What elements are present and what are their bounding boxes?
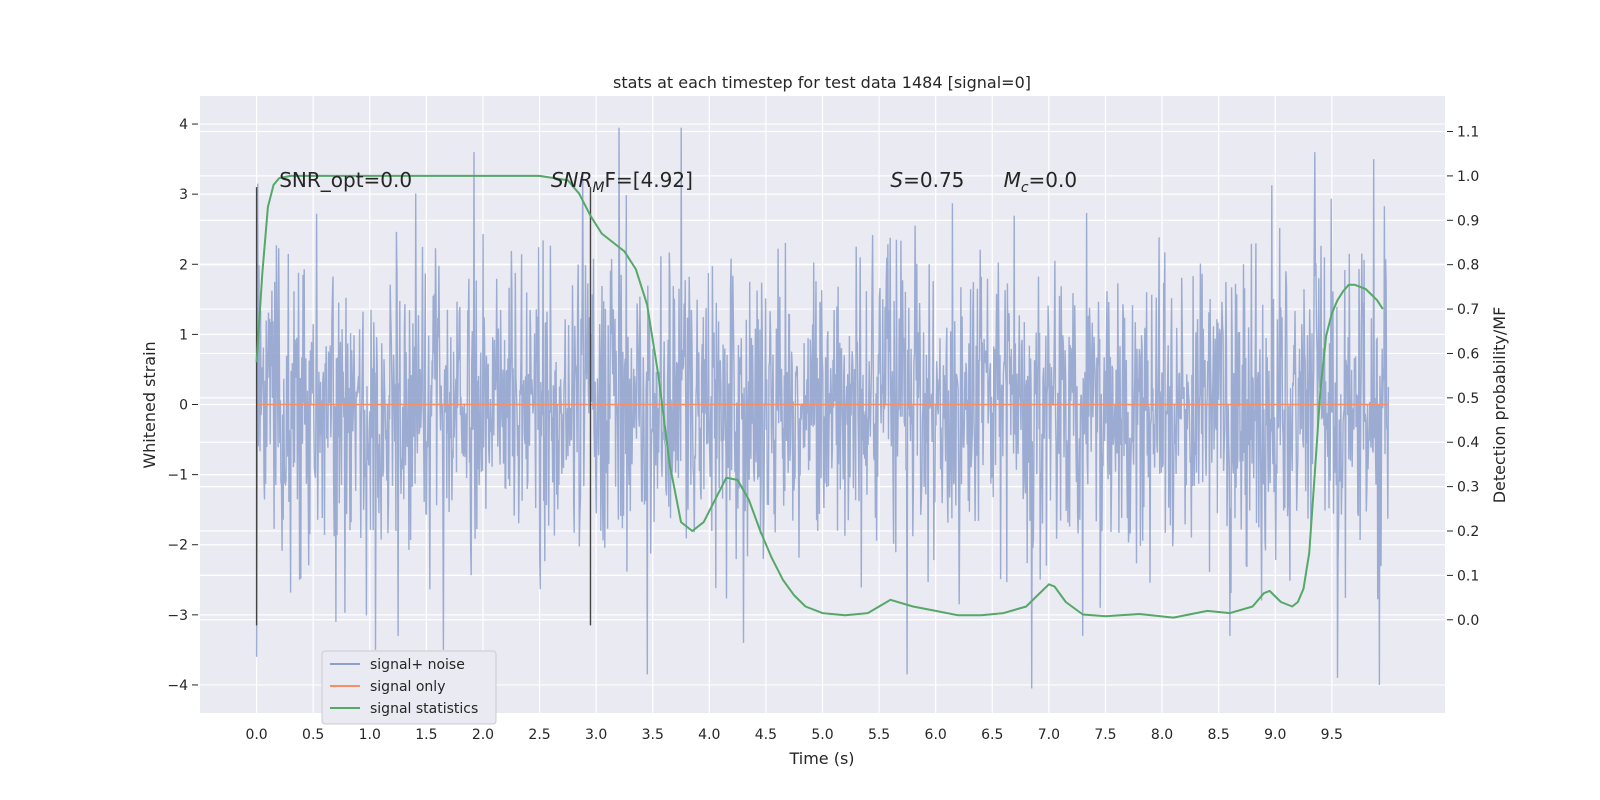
y-ticks-right: 1.1 1.0 0.9 0.8 0.7 0.6 0.5 0.4 0.3 0.2 0.1 0.0 bbox=[1447, 125, 1479, 629]
y-tick-label: 0 bbox=[179, 398, 188, 414]
x-tick-label: 0.0 bbox=[245, 727, 267, 743]
x-tick-label: 3.5 bbox=[642, 727, 664, 743]
y-right-tick-label: 0.7 bbox=[1457, 302, 1479, 318]
x-ticks: 0.0 0.5 1.0 1.5 2.0 2.5 3.0 3.5 4.0 4.5 5.0 5.5 6.0 6… bbox=[245, 727, 1342, 743]
annotation-text: S=0.75 bbox=[890, 168, 964, 192]
x-tick-label: 1.5 bbox=[415, 727, 437, 743]
x-tick-label: 9.0 bbox=[1264, 727, 1286, 743]
legend-label: signal statistics bbox=[370, 701, 478, 717]
x-tick-label: 3.0 bbox=[585, 727, 607, 743]
y-right-tick-label: 0.0 bbox=[1457, 613, 1479, 629]
x-tick-label: 8.0 bbox=[1151, 727, 1173, 743]
y-tick-label: 2 bbox=[179, 257, 188, 273]
annotation-text: SNRMF=[4.92] bbox=[551, 168, 693, 196]
x-tick-label: 6.5 bbox=[981, 727, 1003, 743]
legend-box bbox=[321, 650, 497, 725]
series-lines bbox=[255, 174, 1389, 626]
x-tick-label: 1.0 bbox=[359, 727, 381, 743]
y-tick-label: 3 bbox=[179, 187, 188, 203]
x-tick-label: 2.5 bbox=[528, 727, 550, 743]
y-right-tick-label: 0.4 bbox=[1457, 435, 1479, 451]
y-axis-label-right: Detection probability/MF bbox=[1490, 307, 1509, 504]
x-tick-label: 6.0 bbox=[925, 727, 947, 743]
y-right-tick-label: 0.3 bbox=[1457, 480, 1479, 496]
y-right-tick-label: 0.1 bbox=[1457, 568, 1479, 584]
x-tick-label: 8.5 bbox=[1208, 727, 1230, 743]
y-right-tick-label: 0.6 bbox=[1457, 346, 1479, 362]
y-tick-label: −2 bbox=[167, 538, 188, 554]
y-right-tick-label: 0.9 bbox=[1457, 213, 1479, 229]
annotation-text: SNR_opt=0.0 bbox=[279, 168, 412, 192]
x-tick-label: 0.5 bbox=[302, 727, 324, 743]
y-right-tick-label: 0.5 bbox=[1457, 391, 1479, 407]
x-tick-label: 2.0 bbox=[472, 727, 494, 743]
y-axis-label: Whitened strain bbox=[140, 341, 159, 468]
x-tick-label: 4.5 bbox=[755, 727, 777, 743]
y-tick-label: 1 bbox=[179, 327, 188, 343]
y-right-tick-label: 1.1 bbox=[1457, 125, 1479, 141]
legend-label: signal+ noise bbox=[370, 657, 465, 673]
x-tick-label: 7.0 bbox=[1038, 727, 1060, 743]
x-axis-label: Time (s) bbox=[788, 749, 854, 768]
y-right-tick-label: 0.2 bbox=[1457, 524, 1479, 540]
y-tick-label: −4 bbox=[167, 678, 188, 694]
signal-statistics-line bbox=[255, 174, 1384, 619]
y-right-tick-label: 0.8 bbox=[1457, 258, 1479, 274]
x-tick-label: 5.0 bbox=[811, 727, 833, 743]
y-right-tick-label: 1.0 bbox=[1457, 169, 1479, 185]
y-ticks: 4 3 2 1 0 −1 −2 −3 −4 bbox=[167, 117, 198, 694]
x-tick-label: 7.5 bbox=[1094, 727, 1116, 743]
legend-label: signal only bbox=[370, 679, 445, 695]
x-tick-label: 4.0 bbox=[698, 727, 720, 743]
annotation-text: Mc=0.0 bbox=[1004, 168, 1078, 196]
chart-title: stats at each timestep for test data 148… bbox=[613, 73, 1031, 92]
legend: signal+ noise signal only signal statistic… bbox=[321, 650, 497, 725]
y-tick-label: 4 bbox=[179, 117, 188, 133]
x-tick-label: 5.5 bbox=[868, 727, 890, 743]
annotations: SNR_opt=0.0 SNRMF=[4.92] S=0.75 Mc=0.0 bbox=[279, 168, 1077, 196]
y-tick-label: −3 bbox=[167, 608, 188, 624]
y-tick-label: −1 bbox=[167, 468, 188, 484]
x-tick-label: 9.5 bbox=[1321, 727, 1343, 743]
